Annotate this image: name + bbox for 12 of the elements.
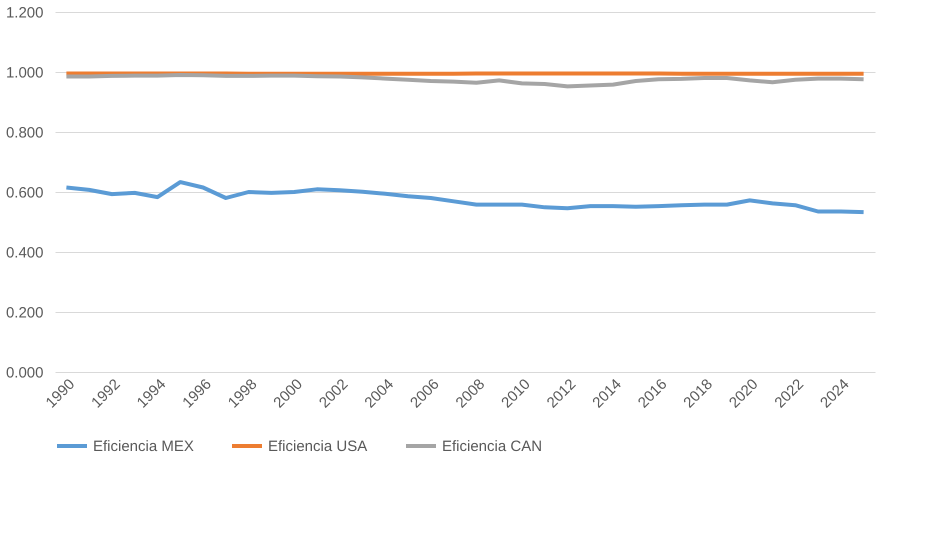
- legend-label: Eficiencia CAN: [442, 438, 542, 455]
- legend-label: Eficiencia USA: [268, 438, 368, 455]
- y-tick-label: 0.600: [6, 184, 44, 202]
- line-series: [64, 73, 866, 88]
- line-series: [64, 180, 866, 214]
- y-tick-label: 0.000: [6, 364, 44, 382]
- y-tick-label: 1.000: [6, 64, 44, 82]
- legend-label: Eficiencia MEX: [93, 438, 194, 455]
- y-tick-label: 1.200: [6, 4, 44, 22]
- y-tick-label: 0.200: [6, 304, 44, 322]
- y-tick-label: 0.800: [6, 124, 44, 142]
- y-tick-label: 0.400: [6, 244, 44, 262]
